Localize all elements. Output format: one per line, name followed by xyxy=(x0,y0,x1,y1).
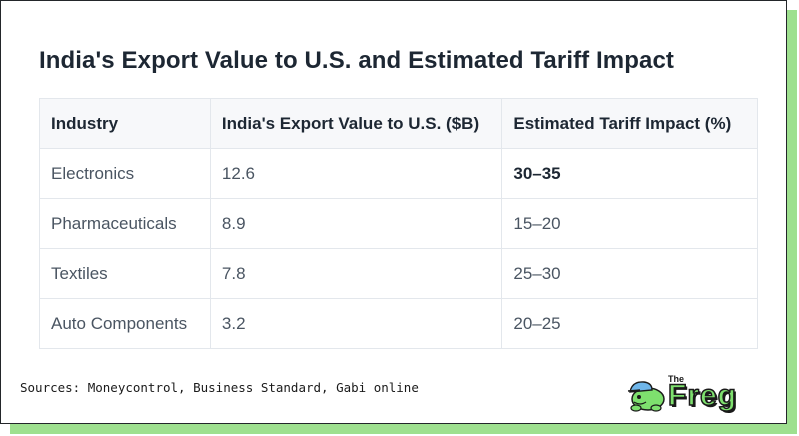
logo-wordmark: Freg xyxy=(667,379,738,412)
header-export-value: India's Export Value to U.S. ($B) xyxy=(209,98,503,149)
cell-export-value: 8.9 xyxy=(209,198,503,249)
frog-mascot-icon xyxy=(627,381,665,412)
cell-industry: Textiles xyxy=(39,248,211,299)
table-row: Auto Components 3.2 20–25 xyxy=(39,298,758,349)
cell-export-value: 7.8 xyxy=(209,248,503,299)
cell-industry: Pharmaceuticals xyxy=(39,198,211,249)
cell-industry: Electronics xyxy=(39,148,211,199)
header-industry: Industry xyxy=(39,98,211,149)
sources-note: Sources: Moneycontrol, Business Standard… xyxy=(20,380,419,395)
table-header-row: Industry India's Export Value to U.S. ($… xyxy=(39,98,758,149)
table-row: Textiles 7.8 25–30 xyxy=(39,248,758,299)
cell-tariff-impact: 30–35 xyxy=(501,148,758,199)
cell-tariff-impact: 20–25 xyxy=(501,298,758,349)
table-row: Electronics 12.6 30–35 xyxy=(39,148,758,199)
header-tariff-impact: Estimated Tariff Impact (%) xyxy=(501,98,758,149)
table-row: Pharmaceuticals 8.9 15–20 xyxy=(39,198,758,249)
page-title: India's Export Value to U.S. and Estimat… xyxy=(39,47,674,74)
cell-tariff-impact: 25–30 xyxy=(501,248,758,299)
export-table: Industry India's Export Value to U.S. ($… xyxy=(39,98,758,349)
cell-tariff-impact: 15–20 xyxy=(501,198,758,249)
cell-export-value: 3.2 xyxy=(209,298,503,349)
cell-industry: Auto Components xyxy=(39,298,211,349)
cell-export-value: 12.6 xyxy=(209,148,503,199)
logo-small-text: The xyxy=(668,374,685,384)
